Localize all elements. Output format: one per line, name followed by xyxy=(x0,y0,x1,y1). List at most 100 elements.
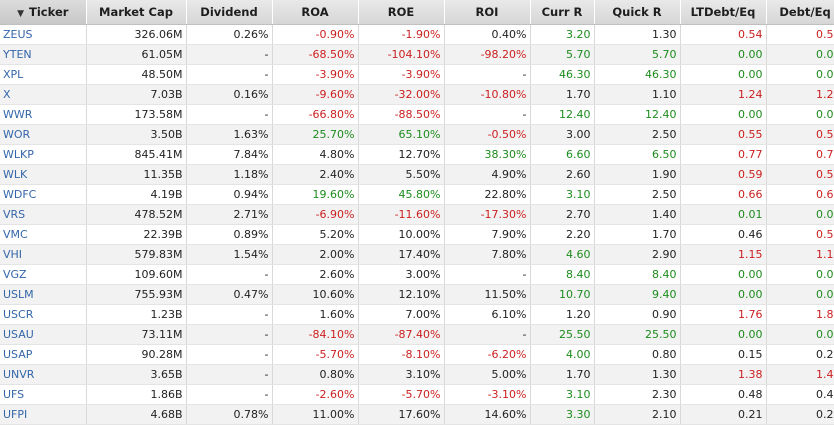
cell-roe: 10.00% xyxy=(358,224,445,245)
cell-ltdebt-eq: 1.15 xyxy=(680,244,767,265)
column-header-ticker[interactable]: ▼ Ticker xyxy=(0,0,87,25)
cell-dividend: 1.63% xyxy=(186,124,273,145)
cell-market-cap: 579.83M xyxy=(86,244,187,265)
column-header-roa[interactable]: ROA xyxy=(272,0,359,25)
cell-quick-r: 1.30 xyxy=(594,364,681,385)
cell-roe: -1.90% xyxy=(358,24,445,45)
cell-market-cap: 4.68B xyxy=(86,404,187,425)
cell-roi: 5.00% xyxy=(444,364,531,385)
ticker-link[interactable]: YTEN xyxy=(0,44,87,65)
table-row[interactable]: USCR 1.23B -1.60% 7.00% 6.10% 1.20 0.90 1.76 1.8… xyxy=(0,304,834,325)
cell-debt-eq: 0.22 xyxy=(766,344,834,365)
table-row[interactable]: USAU 73.11M - -84.10% -87.40% -25.50 25.50 0.00… xyxy=(0,324,834,345)
ticker-link[interactable]: USAP xyxy=(0,344,87,365)
cell-quick-r: 1.40 xyxy=(594,204,681,225)
cell-debt-eq: 1.85 xyxy=(766,304,834,325)
ticker-link[interactable]: WLKP xyxy=(0,144,87,165)
ticker-link[interactable]: VRS xyxy=(0,204,87,225)
cell-roa: -84.10% xyxy=(272,324,359,345)
table-row[interactable]: X 7.03B 0.16% -9.60% -32.00% -10.80% 1.70 1.10 1… xyxy=(0,84,834,105)
cell-debt-eq: 0.01 xyxy=(766,204,834,225)
cell-roi: -98.20% xyxy=(444,44,531,65)
column-header-market-cap[interactable]: Market Cap xyxy=(86,0,187,25)
cell-curr-r: 1.70 xyxy=(530,84,595,105)
column-header-roi[interactable]: ROI xyxy=(444,0,531,25)
ticker-link[interactable]: UFS xyxy=(0,384,87,405)
cell-roi: - xyxy=(444,64,531,85)
cell-dividend: 0.89% xyxy=(186,224,273,245)
table-row[interactable]: XPL 48.50M - -3.90% -3.90% -46.30 46.30 0.00 0.0… xyxy=(0,64,834,85)
cell-roe: 12.70% xyxy=(358,144,445,165)
cell-dividend: - xyxy=(186,344,273,365)
table-row[interactable]: WLKP 845.41M 7.84% 4.80% 12.70% 38.30% 6.60 6.5… xyxy=(0,144,834,165)
ticker-link[interactable]: WOR xyxy=(0,124,87,145)
table-row[interactable]: VMC 22.39B 0.89% 5.20% 10.00% 7.90% 2.20 1.70 0.… xyxy=(0,224,834,245)
cell-roa: 4.80% xyxy=(272,144,359,165)
cell-quick-r: 12.40 xyxy=(594,104,681,125)
ticker-link[interactable]: VGZ xyxy=(0,264,87,285)
ticker-link[interactable]: USAU xyxy=(0,324,87,345)
table-row[interactable]: UNVR 3.65B -0.80% 3.10% 5.00% 1.70 1.30 1.38 1.4… xyxy=(0,364,834,385)
cell-roe: -8.10% xyxy=(358,344,445,365)
cell-roa: 19.60% xyxy=(272,184,359,205)
cell-debt-eq: 0.55 xyxy=(766,224,834,245)
column-header-curr-r[interactable]: Curr R xyxy=(530,0,595,25)
table-row[interactable]: VRS 478.52M 2.71% -6.90% -11.60% -17.30% 2.70 1… xyxy=(0,204,834,225)
cell-roi: - xyxy=(444,264,531,285)
cell-roi: 22.80% xyxy=(444,184,531,205)
cell-quick-r: 1.90 xyxy=(594,164,681,185)
table-row[interactable]: USAP 90.28M - -5.70% -8.10% -6.20% 4.00 0.80 0.1… xyxy=(0,344,834,365)
table-row[interactable]: YTEN 61.05M - -68.50% -104.10% -98.20% 5.70 5.7… xyxy=(0,44,834,65)
cell-market-cap: 1.23B xyxy=(86,304,187,325)
cell-quick-r: 8.40 xyxy=(594,264,681,285)
cell-debt-eq: 0.66 xyxy=(766,184,834,205)
ticker-link[interactable]: WDFC xyxy=(0,184,87,205)
cell-ltdebt-eq: 0.15 xyxy=(680,344,767,365)
cell-roe: -104.10% xyxy=(358,44,445,65)
ticker-link[interactable]: ZEUS xyxy=(0,24,87,45)
column-header-quick-r[interactable]: Quick R xyxy=(594,0,681,25)
cell-roa: 0.80% xyxy=(272,364,359,385)
cell-roe: 17.40% xyxy=(358,244,445,265)
table-row[interactable]: WLK 11.35B 1.18% 2.40% 5.50% 4.90% 2.60 1.90 0.5… xyxy=(0,164,834,185)
table-row[interactable]: UFS 1.86B - -2.60% -5.70% -3.10% 3.10 2.30 0.48 0… xyxy=(0,384,834,405)
cell-roe: 3.10% xyxy=(358,364,445,385)
table-row[interactable]: ZEUS 326.06M 0.26% -0.90% -1.90% 0.40% 3.20 1.3… xyxy=(0,24,834,45)
column-header-roe[interactable]: ROE xyxy=(358,0,445,25)
cell-roa: 11.00% xyxy=(272,404,359,425)
cell-ltdebt-eq: 0.77 xyxy=(680,144,767,165)
table-row[interactable]: WOR 3.50B 1.63% 25.70% 65.10% -0.50% 3.00 2.50 0… xyxy=(0,124,834,145)
cell-dividend: 1.54% xyxy=(186,244,273,265)
cell-ltdebt-eq: 0.00 xyxy=(680,324,767,345)
cell-market-cap: 478.52M xyxy=(86,204,187,225)
table-row[interactable]: VHI 579.83M 1.54% 2.00% 17.40% 7.80% 4.60 2.90 1… xyxy=(0,244,834,265)
column-header-ltdebt-eq[interactable]: LTDebt/Eq xyxy=(680,0,767,25)
cell-dividend: 1.18% xyxy=(186,164,273,185)
cell-quick-r: 2.30 xyxy=(594,384,681,405)
ticker-link[interactable]: USCR xyxy=(0,304,87,325)
cell-roi: 11.50% xyxy=(444,284,531,305)
table-row[interactable]: UFPI 4.68B 0.78% 11.00% 17.60% 14.60% 3.30 2.10… xyxy=(0,404,834,425)
column-header-debt-eq[interactable]: Debt/Eq xyxy=(766,0,834,25)
column-header-dividend[interactable]: Dividend xyxy=(186,0,273,25)
cell-quick-r: 1.30 xyxy=(594,24,681,45)
table-row[interactable]: USLM 755.93M 0.47% 10.60% 12.10% 11.50% 10.70 9… xyxy=(0,284,834,305)
ticker-link[interactable]: UNVR xyxy=(0,364,87,385)
cell-roa: -9.60% xyxy=(272,84,359,105)
ticker-link[interactable]: WLK xyxy=(0,164,87,185)
ticker-link[interactable]: USLM xyxy=(0,284,87,305)
cell-curr-r: 6.60 xyxy=(530,144,595,165)
cell-quick-r: 9.40 xyxy=(594,284,681,305)
ticker-link[interactable]: WWR xyxy=(0,104,87,125)
cell-debt-eq: 0.00 xyxy=(766,324,834,345)
ticker-link[interactable]: VHI xyxy=(0,244,87,265)
ticker-link[interactable]: XPL xyxy=(0,64,87,85)
cell-dividend: 0.78% xyxy=(186,404,273,425)
ticker-link[interactable]: VMC xyxy=(0,224,87,245)
cell-curr-r: 3.00 xyxy=(530,124,595,145)
ticker-link[interactable]: X xyxy=(0,84,87,105)
table-row[interactable]: WDFC 4.19B 0.94% 19.60% 45.80% 22.80% 3.10 2.50… xyxy=(0,184,834,205)
ticker-link[interactable]: UFPI xyxy=(0,404,87,425)
table-row[interactable]: WWR 173.58M - -66.80% -88.50% -12.40 12.40 0.00… xyxy=(0,104,834,125)
